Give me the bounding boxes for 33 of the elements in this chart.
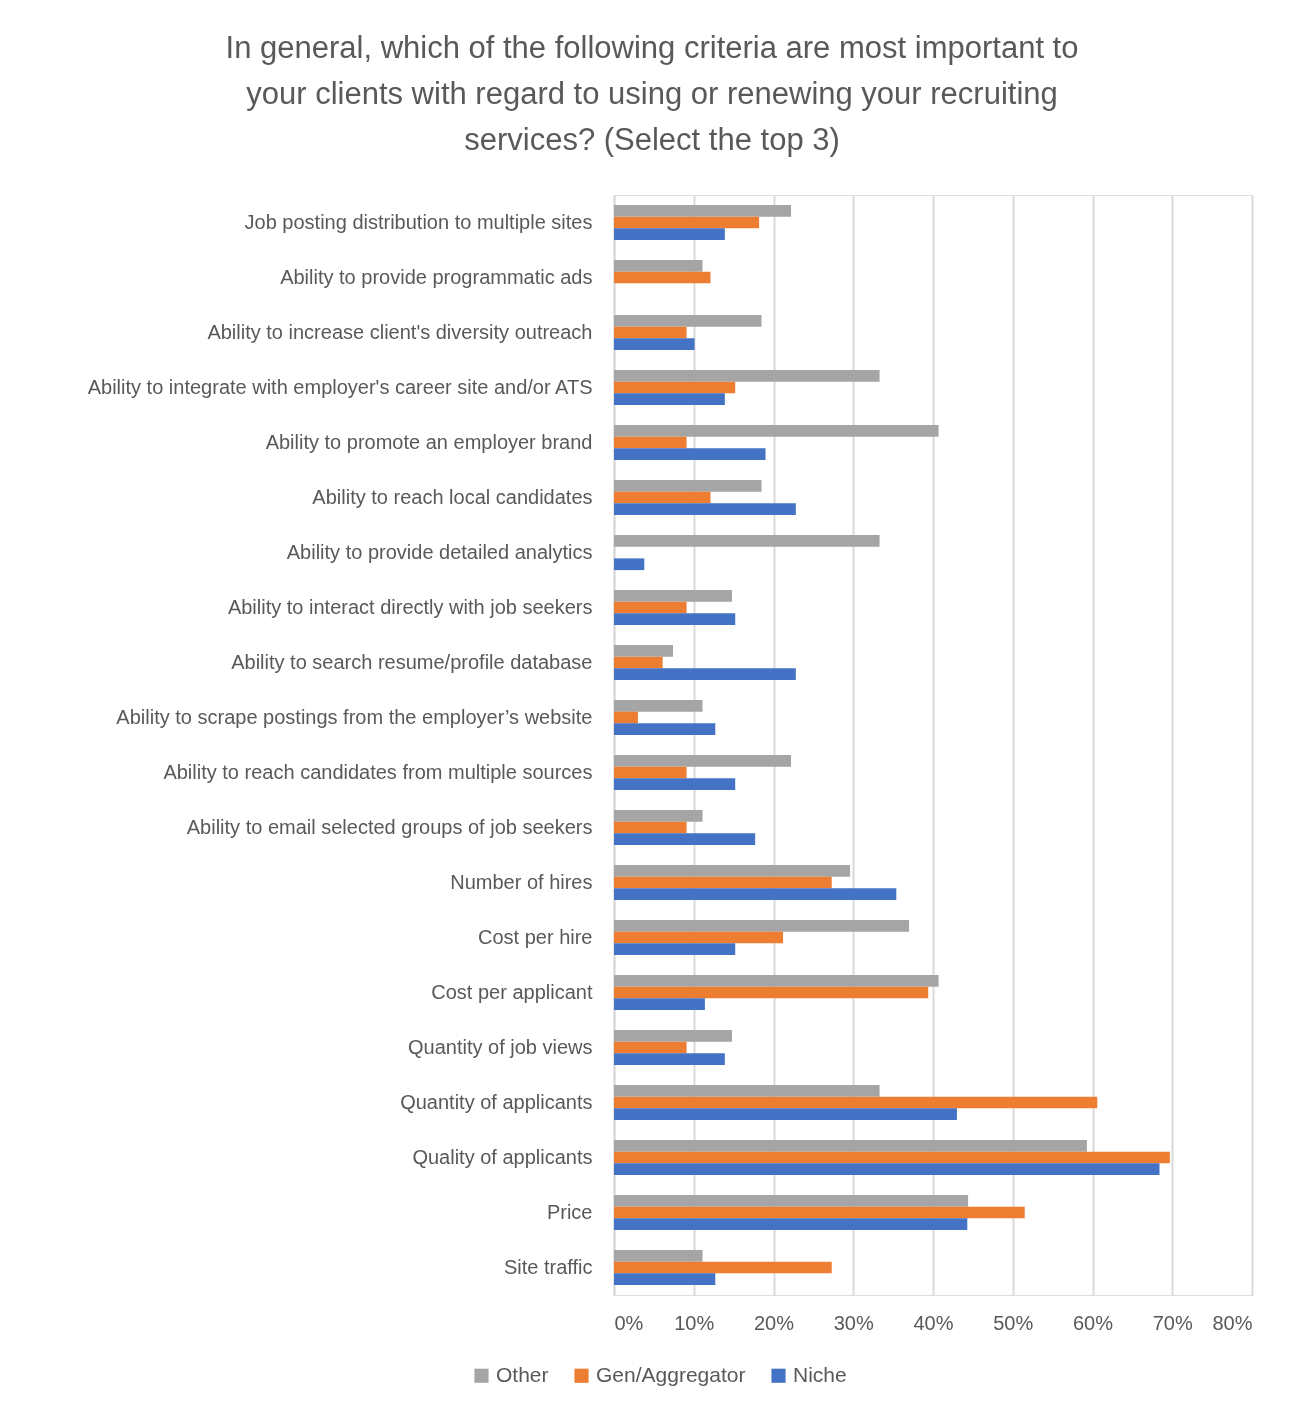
y-tick-label: Ability to provide detailed analytics [286,540,593,563]
y-tick-label: Site traffic [503,1255,593,1278]
x-tick-label: 50% [993,1311,1034,1334]
x-tick-label: 20% [753,1311,795,1334]
y-tick-label: Ability to search resume/profile database [231,650,593,673]
x-tick-label: 70% [1152,1311,1193,1334]
x-tick-label: 30% [833,1311,874,1334]
y-tick-label: Ability to reach local candidates [312,485,593,508]
y-tick-label: Ability to increase client's diversity outreach [207,320,593,343]
y-tick-label: Ability to interact directly with job seekers [227,595,593,618]
y-tick-label: Ability to email selected groups of job seekers [186,815,593,838]
legend-label: Niche [793,1362,847,1386]
y-tick-label: Number of hires [450,870,593,893]
legend-label: Gen/Aggregator [596,1362,746,1386]
x-tick-label: 40% [913,1311,954,1334]
y-tick-label: Ability to scrape postings from the employer’s website [116,705,593,728]
x-tick-label: 60% [1072,1311,1114,1334]
y-tick-label: Ability to integrate with employer's career site and/or ATS [87,375,593,398]
y-tick-label: Cost per applicant [431,980,593,1003]
y-tick-label: Ability to provide programmatic ads [280,265,593,288]
y-tick-label: Quality of applicants [412,1145,593,1168]
y-tick-label: Price [546,1200,593,1223]
x-tick-label: 0% [614,1311,644,1334]
y-tick-label: Ability to promote an employer brand [265,430,593,453]
x-tick-label: 80% [1212,1311,1253,1334]
x-tick-label: 10% [674,1311,715,1334]
chart-title: In general, which of the following criteria are most important to your clients with regard to using or renewing your recruiting services? (Select the top 3) [225,30,1079,157]
legend-label: Other [496,1362,549,1386]
y-tick-label: Ability to reach candidates from multiple sources [163,760,593,783]
y-tick-label: Quantity of job views [407,1035,593,1058]
y-tick-label: Job posting distribution to multiple sites [244,210,593,233]
y-tick-label: Cost per hire [478,925,593,948]
y-tick-label: Quantity of applicants [400,1090,593,1113]
